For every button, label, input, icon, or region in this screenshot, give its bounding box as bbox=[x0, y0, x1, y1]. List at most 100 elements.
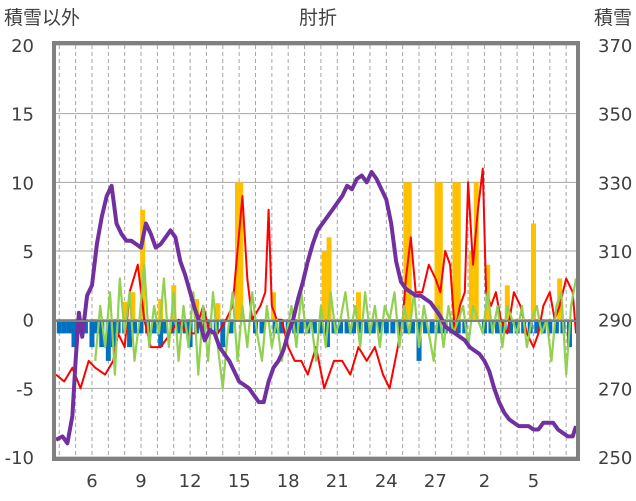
negative-bar bbox=[163, 319, 169, 334]
x-tick-label: 9 bbox=[135, 471, 146, 492]
y-tick-label-left: 15 bbox=[11, 105, 34, 126]
negative-bar bbox=[495, 319, 501, 334]
negative-bar bbox=[176, 319, 182, 334]
negative-bar bbox=[298, 319, 304, 334]
precip-bar bbox=[504, 285, 510, 320]
y-tick-label-left: 20 bbox=[11, 36, 34, 57]
x-tick-label: 27 bbox=[424, 471, 447, 492]
negative-bar bbox=[547, 319, 553, 334]
negative-bar bbox=[169, 319, 175, 334]
y-tick-label-left: 0 bbox=[23, 311, 34, 332]
x-tick-label: 6 bbox=[86, 471, 97, 492]
x-tick-label: 5 bbox=[528, 471, 539, 492]
precip-bar bbox=[473, 182, 479, 320]
negative-bar bbox=[409, 319, 415, 334]
precip-bar bbox=[403, 182, 409, 320]
negative-bar bbox=[138, 319, 144, 334]
purple-series-line bbox=[55, 170, 578, 446]
x-tick-label: 2 bbox=[479, 471, 490, 492]
right-axis-title: 積雪 bbox=[594, 7, 632, 29]
y-tick-label-right: 350 bbox=[598, 105, 632, 126]
negative-bar bbox=[228, 319, 234, 334]
negative-bar bbox=[364, 319, 370, 334]
negative-bar bbox=[351, 319, 357, 334]
negative-bar bbox=[105, 319, 111, 361]
precip-bar bbox=[321, 251, 327, 320]
negative-bar bbox=[390, 319, 396, 334]
negative-bar bbox=[94, 319, 100, 334]
precip-bar bbox=[238, 182, 244, 320]
negative-bar bbox=[318, 319, 324, 334]
negative-bar bbox=[89, 319, 95, 348]
x-tick-label: 18 bbox=[277, 471, 300, 492]
left-axis-ticks: 20 15 10 5 0 -5 -10 bbox=[5, 36, 34, 469]
negative-bar bbox=[158, 319, 164, 348]
negative-bar bbox=[436, 319, 442, 334]
plot-frame bbox=[52, 41, 580, 461]
x-tick-label: 24 bbox=[375, 471, 398, 492]
precip-bar bbox=[468, 251, 474, 320]
y-tick-label-right: 290 bbox=[598, 311, 632, 332]
precip-bar bbox=[130, 292, 136, 320]
y-tick-label-left: -10 bbox=[5, 448, 34, 469]
negative-bar bbox=[396, 319, 402, 334]
y-tick-label-left: -5 bbox=[16, 379, 34, 400]
x-tick-label: 21 bbox=[326, 471, 349, 492]
negative-bar bbox=[514, 319, 520, 334]
y-tick-label-left: 5 bbox=[23, 242, 34, 263]
precip-bar bbox=[455, 182, 461, 320]
precip-bar bbox=[270, 292, 276, 320]
precip-bar bbox=[530, 223, 536, 320]
x-tick-label: 12 bbox=[179, 471, 202, 492]
y-tick-label-right: 310 bbox=[598, 242, 632, 263]
x-tick-label: 15 bbox=[228, 471, 251, 492]
precip-bar bbox=[140, 209, 146, 320]
negative-bar bbox=[357, 319, 363, 334]
y-tick-label-right: 330 bbox=[598, 173, 632, 194]
negative-bar bbox=[403, 319, 409, 334]
precip-bar bbox=[356, 292, 362, 320]
negative-bar bbox=[200, 319, 206, 334]
negative-bar bbox=[66, 319, 72, 334]
negative-bar bbox=[338, 319, 344, 334]
precip-bar bbox=[122, 301, 128, 320]
negative-bar bbox=[259, 319, 265, 334]
precip-bar bbox=[437, 182, 443, 320]
negative-bar bbox=[534, 319, 540, 334]
negative-bar bbox=[370, 319, 376, 334]
negative-bar bbox=[99, 319, 105, 348]
precip-bar bbox=[326, 237, 332, 320]
negative-bar bbox=[279, 319, 285, 334]
y-tick-label-right: 370 bbox=[598, 36, 632, 57]
chart-title: 肘折 bbox=[299, 7, 337, 29]
negative-bar bbox=[429, 319, 435, 334]
left-axis-title: 積雪以外 bbox=[4, 7, 80, 29]
negative-bar bbox=[344, 319, 350, 334]
green-series-line bbox=[94, 263, 578, 390]
negative-bar bbox=[71, 319, 77, 348]
negative-bar bbox=[127, 319, 133, 348]
y-tick-label-right: 250 bbox=[598, 448, 632, 469]
negative-bar bbox=[423, 319, 429, 334]
y-tick-label-right: 270 bbox=[598, 379, 632, 400]
negative-bar bbox=[56, 319, 62, 334]
negative-bar bbox=[61, 319, 67, 334]
precip-bar bbox=[215, 303, 221, 320]
right-axis-ticks: 370 350 330 310 290 270 250 bbox=[598, 36, 632, 469]
precip-bar bbox=[452, 182, 458, 320]
x-axis-ticks: 6 9 12 15 18 21 24 27 2 5 bbox=[86, 471, 539, 492]
precip-bar bbox=[434, 182, 440, 320]
red-series-line bbox=[55, 167, 577, 390]
negative-bar bbox=[131, 319, 137, 334]
negative-bar bbox=[311, 319, 317, 334]
negative-bar bbox=[508, 319, 514, 334]
negative-bar bbox=[553, 319, 559, 334]
series-lines bbox=[55, 167, 578, 446]
y-tick-label-left: 10 bbox=[11, 173, 34, 194]
negative-bar bbox=[151, 319, 157, 334]
negative-bar bbox=[383, 319, 389, 334]
negative-bar bbox=[377, 319, 383, 334]
negative-bar bbox=[455, 319, 461, 334]
negative-bar bbox=[220, 319, 226, 348]
